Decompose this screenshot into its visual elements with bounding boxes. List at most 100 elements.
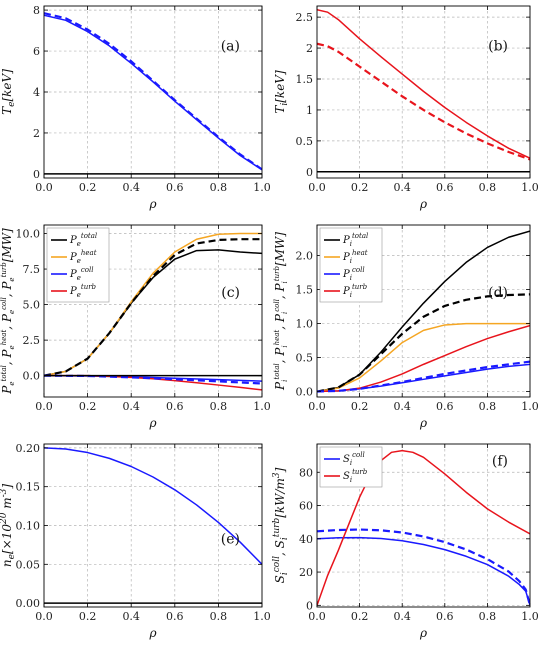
x-axis-label: ρ	[419, 416, 427, 430]
x-tick-label: 0.2	[79, 400, 97, 413]
panel-c: 0.0 0.2 0.4 0.6 0.8 1.0 0.0 2.5 5.0 7.5 10.0 ρ Petot…	[0, 224, 271, 430]
panel-label: (f)	[492, 453, 508, 469]
x-axis-label: ρ	[419, 197, 427, 211]
y-axis-label: Pitotal, Piheat, Picoll, Piturb[MW]	[273, 232, 289, 391]
x-tick-label: 0.0	[308, 400, 326, 413]
x-tick-label: 0.8	[210, 400, 228, 413]
x-tick-label: 0.2	[351, 610, 369, 623]
panel-label: (b)	[488, 38, 508, 54]
x-tick-label: 0.6	[166, 610, 184, 623]
y-tick-label: 8	[33, 4, 40, 17]
x-tick-label: 1.0	[253, 181, 271, 194]
x-tick-label: 0.0	[308, 181, 326, 194]
y-tick-label: 0.0	[23, 370, 41, 383]
legend-entry: Pecoll	[69, 266, 94, 282]
plot-frame	[316, 443, 531, 608]
x-tick-label: 1.0	[521, 400, 539, 413]
x-tick-label: 0.6	[436, 181, 454, 194]
plot-frame	[316, 224, 531, 398]
series-line-siturb	[317, 449, 530, 606]
series-line-piheat	[317, 322, 530, 393]
y-tick-label: 0.20	[16, 442, 41, 455]
x-tick-label: 0.0	[35, 610, 53, 623]
y-tick-label: 1.5	[296, 73, 314, 86]
y-tick-label: 2	[306, 42, 313, 55]
series-line-2	[317, 42, 530, 161]
x-tick-label: 1.0	[253, 400, 271, 413]
x-axis-label: ρ	[148, 197, 156, 211]
y-tick-label: 2.5	[296, 11, 314, 24]
x-tick-label: 0.4	[393, 610, 411, 623]
panel-label: (e)	[221, 532, 240, 548]
x-tick-label: 0.6	[166, 400, 184, 413]
plot-frame	[316, 5, 531, 179]
x-tick-label: 0.0	[35, 181, 53, 194]
x-tick-label: 0.8	[479, 610, 497, 623]
legend-entry: Petotal	[69, 232, 97, 248]
x-tick-label: 1.0	[521, 181, 539, 194]
y-tick-label: 0.10	[16, 520, 41, 533]
y-tick-label: 2.5	[23, 334, 41, 347]
panel-label: (a)	[221, 38, 240, 54]
legend-entry: Pitotal	[342, 232, 368, 248]
x-tick-label: 0.2	[351, 400, 369, 413]
y-tick-label: 0.15	[16, 481, 41, 494]
y-tick-label: 7.5	[23, 263, 41, 276]
y-tick-label: 2.0	[296, 250, 314, 263]
series-line-5	[317, 360, 530, 393]
y-axis-label: Sicoll, Siturb[kW/m3]	[272, 467, 290, 583]
y-tick-label: 0.00	[16, 597, 41, 610]
panel-d: 0.0 0.2 0.4 0.6 0.8 1.0 0.0 0.5 1.0 1.5 2.0 ρ Pitota…	[273, 224, 539, 430]
y-tick-label: 20	[299, 566, 313, 579]
legend-entry: Peturb	[69, 283, 97, 299]
y-tick-label: 0.05	[16, 558, 41, 571]
y-axis-label: Petotal, Peheat, Pecoll, Peturb[MW]	[0, 228, 16, 395]
panel-label: (c)	[221, 285, 240, 301]
series-line-4	[317, 293, 530, 393]
y-tick-label: 80	[299, 466, 313, 479]
y-axis-label: ne[×1020 m-3]	[0, 484, 17, 568]
x-tick-label: 0.2	[351, 181, 369, 194]
x-tick-label: 1.0	[521, 610, 539, 623]
y-tick-label: 0	[33, 168, 40, 181]
x-tick-label: 0.6	[166, 181, 184, 194]
y-tick-label: 0.0	[296, 386, 314, 399]
plot-frame	[43, 224, 263, 398]
legend-entry: Sicoll	[343, 451, 365, 467]
legend-entry: Siturb	[343, 468, 368, 484]
x-tick-label: 0.6	[436, 610, 454, 623]
series-line-1	[44, 447, 262, 565]
y-tick-label: 0.5	[296, 135, 314, 148]
y-axis-label: Te[keV]	[0, 69, 17, 115]
y-axis-label: Ti[keV]	[273, 70, 290, 114]
x-tick-label: 0.6	[436, 400, 454, 413]
legend-entry: Peheat	[69, 249, 97, 265]
y-tick-label: 1.5	[296, 284, 314, 297]
y-tick-label: 4	[33, 86, 40, 99]
y-tick-label: 2	[33, 127, 40, 140]
x-tick-label: 0.8	[210, 610, 228, 623]
x-tick-label: 0.0	[308, 610, 326, 623]
x-tick-label: 1.0	[253, 610, 271, 623]
x-tick-label: 0.2	[79, 610, 97, 623]
series-line-4	[44, 238, 262, 377]
x-tick-label: 0.8	[479, 400, 497, 413]
panel-e: 0.0 0.2 0.4 0.6 0.8 1.0 0.00 0.05 0.10 0.15 0.20 ρ n…	[0, 442, 271, 640]
x-tick-label: 0.8	[479, 181, 497, 194]
y-tick-label: 40	[299, 533, 313, 546]
series-line-2	[44, 12, 262, 171]
x-tick-label: 0.8	[210, 181, 228, 194]
y-tick-label: 10.0	[16, 228, 41, 241]
series-line-picoll	[317, 363, 530, 393]
y-tick-label: 0	[306, 166, 313, 179]
x-tick-label: 0.4	[393, 400, 411, 413]
panel-label: (d)	[488, 285, 508, 301]
legend-entry: Piturb	[342, 283, 368, 299]
series-line-1	[317, 8, 530, 159]
x-tick-label: 0.4	[122, 400, 140, 413]
series-line-2	[317, 528, 530, 606]
